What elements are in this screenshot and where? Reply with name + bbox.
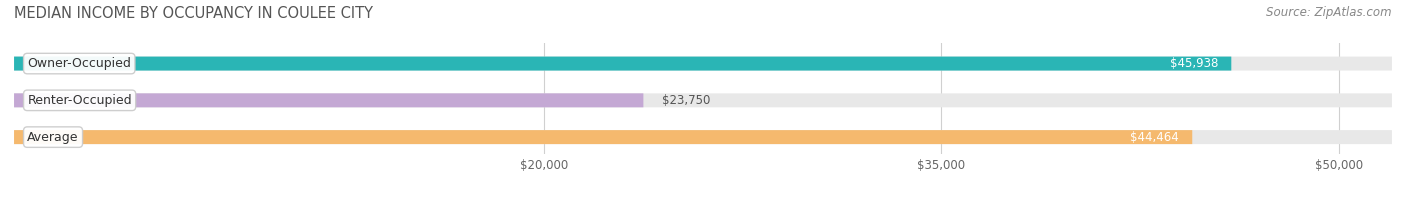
FancyBboxPatch shape xyxy=(14,93,644,107)
Text: Average: Average xyxy=(27,131,79,144)
FancyBboxPatch shape xyxy=(14,57,1232,71)
FancyBboxPatch shape xyxy=(14,130,1192,144)
FancyBboxPatch shape xyxy=(14,57,1392,71)
Text: MEDIAN INCOME BY OCCUPANCY IN COULEE CITY: MEDIAN INCOME BY OCCUPANCY IN COULEE CIT… xyxy=(14,6,373,21)
Text: $45,938: $45,938 xyxy=(1170,57,1218,70)
FancyBboxPatch shape xyxy=(14,93,1392,107)
Text: $44,464: $44,464 xyxy=(1130,131,1180,144)
Text: Source: ZipAtlas.com: Source: ZipAtlas.com xyxy=(1267,6,1392,19)
Text: Owner-Occupied: Owner-Occupied xyxy=(27,57,131,70)
Text: $23,750: $23,750 xyxy=(662,94,710,107)
FancyBboxPatch shape xyxy=(14,130,1392,144)
Text: Renter-Occupied: Renter-Occupied xyxy=(27,94,132,107)
